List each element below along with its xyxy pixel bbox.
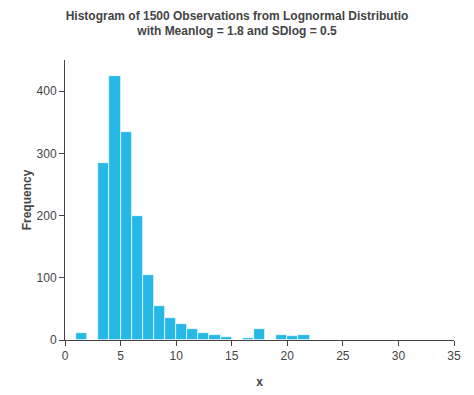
svg-text:15: 15 [225,349,239,363]
svg-text:0: 0 [50,333,57,347]
svg-text:10: 10 [169,349,183,363]
svg-text:300: 300 [37,147,57,161]
svg-text:30: 30 [392,349,406,363]
svg-text:400: 400 [37,84,57,98]
svg-text:Histogram of 1500 Observations: Histogram of 1500 Observations from Logn… [66,9,409,39]
svg-text:Frequency: Frequency [20,169,34,230]
svg-text:5: 5 [117,349,124,363]
svg-text:0: 0 [62,349,69,363]
svg-text:35: 35 [447,349,461,363]
svg-text:25: 25 [336,349,350,363]
svg-text:100: 100 [37,271,57,285]
svg-text:x: x [256,375,263,389]
svg-text:20: 20 [281,349,295,363]
svg-text:200: 200 [37,209,57,223]
